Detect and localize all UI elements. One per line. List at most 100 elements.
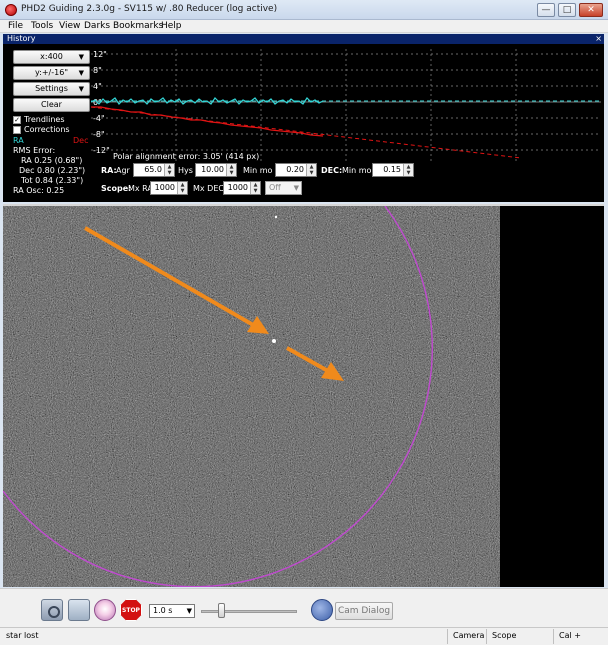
ra-min-mo-value: 0.20	[286, 165, 304, 174]
gamma-slider-thumb[interactable]	[218, 603, 225, 618]
menu-file[interactable]: File	[8, 21, 24, 31]
max-ra-duration-spinner[interactable]: 1000 ▲ ▼	[150, 181, 188, 195]
y-scale-label: y:+/-16"	[35, 68, 68, 77]
dec-min-mo-label: Min mo	[342, 166, 372, 175]
chevron-down-icon: ▼	[293, 184, 299, 192]
rms-ra: RA 0.25 (0.68")	[21, 156, 83, 165]
y-tick-minus-8: -8"	[93, 130, 105, 139]
close-window-button[interactable]: ✕	[579, 3, 603, 17]
corrections-checkbox-row[interactable]: Corrections	[13, 125, 70, 134]
mx-dec-label: Mx DEC	[193, 184, 224, 193]
guide-star	[272, 339, 276, 343]
scope-label: Scope:	[101, 184, 131, 193]
minimize-button[interactable]: —	[537, 3, 555, 17]
dec-guide-mode-select[interactable]: Off ▼	[265, 181, 302, 195]
gamma-slider-track[interactable]	[201, 610, 297, 613]
dec-label: DEC:	[321, 166, 342, 175]
x-scale-dropdown[interactable]: x:400 ▼	[13, 50, 90, 64]
rms-tot: Tot 0.84 (2.33")	[21, 176, 84, 185]
mx-ra-label: Mx RA	[128, 184, 153, 193]
window-title: PHD2 Guiding 2.3.0g - SV115 w/ .80 Reduc…	[21, 4, 278, 14]
legend-dec: Dec	[73, 136, 89, 145]
star-dot	[274, 215, 278, 219]
calibrate-guide-icon[interactable]	[94, 599, 116, 621]
exposure-duration-select[interactable]: 1.0 s ▼	[149, 604, 195, 618]
cam-dialog-button[interactable]: Cam Dialog	[335, 602, 393, 620]
calibration-status: Cal +	[559, 631, 581, 640]
y-tick-12: 12"	[93, 50, 107, 59]
ra-label: RA:	[101, 166, 117, 175]
spin-arrows-icon[interactable]: ▲ ▼	[226, 164, 236, 176]
annotation-arrows	[84, 226, 344, 381]
status-separator	[486, 629, 487, 644]
loop-camera-icon[interactable]	[41, 599, 63, 621]
y-tick-minus-4: -4"	[93, 114, 105, 123]
clear-button[interactable]: Clear	[13, 98, 90, 112]
hys-label: Hys	[178, 166, 193, 175]
menu-tools[interactable]: Tools	[31, 21, 54, 31]
menu-help[interactable]: Help	[161, 21, 182, 31]
ra-heading: RA:	[101, 166, 117, 175]
history-pane-header: History ×	[3, 34, 604, 44]
polar-alignment-circle	[3, 206, 434, 587]
dec-min-mo-spinner[interactable]: 0.15 ▲ ▼	[372, 163, 414, 177]
ra-min-mo-label: Min mo	[243, 166, 273, 175]
brain-icon[interactable]	[311, 599, 333, 621]
rms-dec: Dec 0.80 (2.23")	[19, 166, 86, 175]
status-separator	[553, 629, 554, 644]
history-close-icon[interactable]: ×	[595, 34, 602, 43]
history-pane-title: History	[7, 34, 36, 43]
scope-heading: Scope:	[101, 184, 132, 193]
phd2-app-icon	[5, 4, 17, 16]
y-scale-dropdown[interactable]: y:+/-16" ▼	[13, 66, 90, 80]
spin-arrows-icon[interactable]: ▲ ▼	[403, 164, 413, 176]
legend-ra: RA	[13, 136, 24, 145]
toolbar: STOP 1.0 s ▼ Cam Dialog	[0, 588, 608, 627]
status-message: star lost	[6, 631, 39, 640]
settings-label: Settings	[35, 84, 68, 93]
trendlines-label: Trendlines	[24, 115, 65, 124]
camera-view[interactable]	[3, 204, 604, 587]
history-panel: x:400 ▼ y:+/-16" ▼ Settings ▼ Clear ✓ Tre…	[3, 44, 604, 202]
dec-trendline	[91, 106, 522, 159]
ra-aggression-spinner[interactable]: 65.0 ▲ ▼	[133, 163, 175, 177]
stop-icon[interactable]: STOP	[120, 599, 142, 621]
rms-title: RMS Error:	[13, 146, 56, 155]
guide-target-icon[interactable]	[68, 599, 90, 621]
chevron-down-icon: ▼	[78, 85, 84, 93]
spin-arrows-icon[interactable]: ▲ ▼	[306, 164, 316, 176]
spin-arrows-icon[interactable]: ▲ ▼	[177, 182, 187, 194]
guiding-history-graph: 12" 8" 4" 0" -4" -8" -12" Polar alignmen…	[91, 49, 601, 161]
menu-bookmarks[interactable]: Bookmarks	[113, 21, 164, 31]
chevron-down-icon: ▼	[78, 53, 84, 61]
ra-min-mo-spinner[interactable]: 0.20 ▲ ▼	[275, 163, 317, 177]
menu-view[interactable]: View	[59, 21, 81, 31]
ra-hysteresis-spinner[interactable]: 10.00 ▲ ▼	[195, 163, 237, 177]
spin-arrows-icon[interactable]: ▲ ▼	[250, 182, 260, 194]
camera-frame-image[interactable]	[3, 206, 500, 587]
scope-status: Scope	[492, 631, 517, 640]
max-dec-duration-value: 1000	[227, 183, 248, 192]
agr-label: Agr	[116, 166, 130, 175]
spin-arrows-icon[interactable]: ▲ ▼	[164, 164, 174, 176]
dec-guide-mode-value: Off	[269, 183, 281, 192]
settings-dropdown[interactable]: Settings ▼	[13, 82, 90, 96]
maximize-button[interactable]: □	[558, 3, 576, 17]
trendlines-checkbox[interactable]: ✓	[13, 115, 21, 124]
menu-bar: File Tools View Darks Bookmarks Help	[0, 20, 608, 33]
trendlines-checkbox-row[interactable]: ✓ Trendlines	[13, 115, 65, 124]
y-tick-minus-12: -12"	[93, 146, 110, 155]
dec-min-mo-value: 0.15	[383, 165, 401, 174]
ra-osc: RA Osc: 0.25	[13, 186, 65, 195]
title-bar: PHD2 Guiding 2.3.0g - SV115 w/ .80 Reduc…	[0, 0, 608, 20]
exposure-duration-value: 1.0 s	[153, 606, 173, 615]
ra-aggression-value: 65.0	[144, 165, 162, 174]
x-scale-label: x:400	[40, 52, 63, 61]
chevron-down-icon: ▼	[78, 69, 84, 77]
dec-heading: DEC:	[321, 166, 343, 175]
menu-darks[interactable]: Darks	[84, 21, 111, 31]
corrections-label: Corrections	[24, 125, 70, 134]
max-dec-duration-spinner[interactable]: 1000 ▲ ▼	[223, 181, 261, 195]
polar-alignment-error: Polar alignment error: 3.05' (414 px)	[113, 152, 259, 161]
corrections-checkbox[interactable]	[13, 125, 21, 134]
